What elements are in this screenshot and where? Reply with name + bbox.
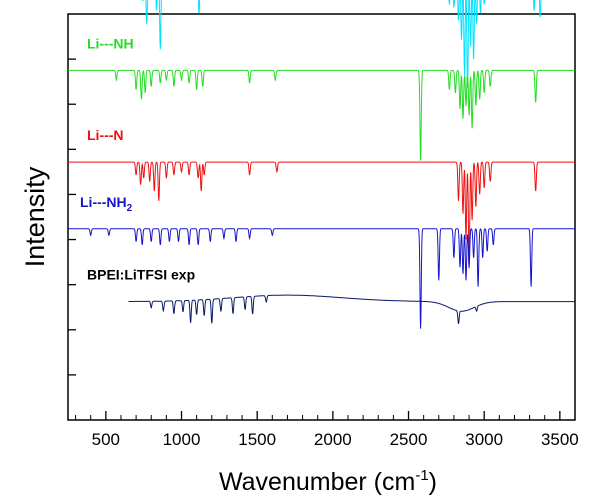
x-tick-label: 1000 [163, 430, 201, 449]
x-axis-title-sup: -1 [415, 467, 428, 484]
series-label: Li---NH2 [80, 194, 133, 214]
series-line [68, 161, 575, 269]
x-axis-title-close: ) [429, 468, 437, 496]
x-tick-label: 1500 [238, 430, 276, 449]
series-label: Li---NH [87, 35, 134, 51]
series-labels: Li---NH/NH2Li---NHLi---NLi---NH2BPEI:LiT… [80, 35, 195, 283]
x-tick-label: 2000 [314, 430, 352, 449]
x-tick-label: 2500 [390, 430, 428, 449]
x-tick-label: 3000 [465, 430, 503, 449]
axis-ticks: 500 1000 1500 2000 2500 3000 3500 [68, 58, 579, 449]
series-label-main: Li---NH [80, 194, 127, 210]
series-label: BPEI:LiTFSI exp [87, 267, 195, 283]
x-tick-label: 500 [92, 430, 120, 449]
series-label-main: Li---NH [87, 35, 134, 51]
spectra-traces [68, 0, 575, 329]
series-label-main: Li---N [87, 127, 124, 143]
plot-frame [67, 13, 576, 421]
x-tick-label: 3500 [541, 430, 579, 449]
series-line [68, 228, 575, 329]
series-line [128, 294, 575, 324]
x-axis-title-main: Wavenumber (cm [219, 468, 415, 496]
series-label: Li---N [87, 127, 124, 143]
x-axis-title: Wavenumber (cm-1) [219, 467, 437, 496]
series-line [68, 69, 575, 161]
y-axis-title: Intensity [20, 166, 50, 267]
series-label-sub: 2 [127, 203, 133, 214]
series-label-main: BPEI:LiTFSI exp [87, 267, 195, 283]
